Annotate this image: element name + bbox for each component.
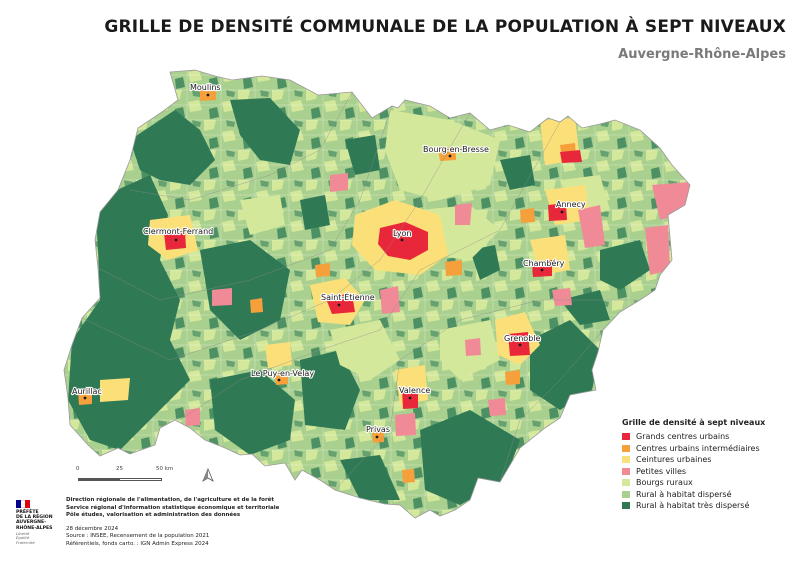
north-arrow-icon xyxy=(202,468,214,482)
legend-item: Rural à habitat très dispersé xyxy=(622,500,792,512)
logo-motto: Liberté Égalité Fraternité xyxy=(16,530,60,545)
city-label-chambery: Chambéry xyxy=(523,258,565,268)
zone-rural-tres-disperse xyxy=(68,98,650,505)
credits-date: 28 décembre 2024 xyxy=(66,525,119,532)
legend-label: Ceintures urbaines xyxy=(636,455,712,465)
legend-label: Rural à habitat dispersé xyxy=(636,489,732,499)
logo-line-4: RHÔNE-ALPES xyxy=(16,525,53,531)
french-flag-icon xyxy=(16,500,31,508)
logo-motto-2: Égalité xyxy=(16,535,30,541)
legend-swatch xyxy=(622,444,630,452)
legend-item: Grands centres urbains xyxy=(622,431,792,443)
scale-label-zero: 0 xyxy=(76,466,80,472)
legend-swatch xyxy=(622,502,630,510)
city-label-moulins: Moulins xyxy=(190,83,221,92)
city-label-lyon: Lyon xyxy=(393,229,411,238)
scale-bar: 0 25 50 km xyxy=(76,466,208,481)
legend-label: Petites villes xyxy=(636,466,687,476)
map-credits: Direction régionale de l'alimentation, d… xyxy=(66,497,279,549)
city-label-le-puy-en-velay: Le Puy-en-Velay xyxy=(251,369,314,378)
map-legend: Grille de densité à sept niveaux Grands … xyxy=(622,418,792,512)
scale-label-end: 50 km xyxy=(156,466,174,472)
credits-line-3: Pôle études, valorisation et administrat… xyxy=(66,512,241,519)
city-label-saint-etienne: Saint-Étienne xyxy=(321,291,375,302)
legend-item: Bourgs ruraux xyxy=(622,477,792,489)
city-label-privas: Privas xyxy=(366,425,390,434)
credits-line-1: Direction régionale de l'alimentation, d… xyxy=(66,497,275,503)
logo-line-3: AUVERGNE- xyxy=(16,520,47,526)
city-label-clermont-ferrand: Clermont-Ferrand xyxy=(143,227,213,236)
logo-motto-3: Fraternité xyxy=(16,539,35,545)
legend-swatch xyxy=(622,479,630,487)
credits-line-2: Service régional d'information statistiq… xyxy=(66,504,280,511)
city-label-valence: Valence xyxy=(399,386,430,395)
legend-label: Rural à habitat très dispersé xyxy=(636,501,750,511)
legend-swatch xyxy=(622,467,630,475)
logo-line-1: PRÉFÈTE xyxy=(16,510,39,515)
city-label-annecy: Annecy xyxy=(556,200,586,209)
legend-label: Centres urbains intermédiaires xyxy=(636,443,760,453)
map-title: GRILLE DE DENSITÉ COMMUNALE DE LA POPULA… xyxy=(104,17,786,37)
city-label-aurillac: Aurillac xyxy=(72,387,102,396)
density-zones xyxy=(64,70,690,518)
prefecture-logo: PRÉFÈTE DE LA RÉGION AUVERGNE- RHÔNE-ALP… xyxy=(16,500,60,545)
legend-item: Ceintures urbaines xyxy=(622,454,792,466)
city-markers xyxy=(83,93,564,439)
city-label-grenoble: Grenoble xyxy=(504,334,541,343)
legend-item: Petites villes xyxy=(622,466,792,478)
zone-centres-intermediaires xyxy=(78,86,576,483)
zone-grands-centres xyxy=(164,150,582,409)
legend-items: Grands centres urbains Centres urbains in… xyxy=(622,431,792,512)
legend-swatch xyxy=(622,456,630,464)
logo-motto-1: Liberté xyxy=(16,530,30,536)
legend-swatch xyxy=(622,433,630,441)
map-subtitle: Auvergne-Rhône-Alpes xyxy=(618,47,786,62)
department-borders xyxy=(81,91,640,491)
legend-item: Centres urbains intermédiaires xyxy=(622,443,792,455)
scale-bar-graphic xyxy=(78,478,162,481)
legend-label: Bourgs ruraux xyxy=(636,478,693,488)
legend-item: Rural à habitat dispersé xyxy=(622,489,792,501)
legend-swatch xyxy=(622,490,630,498)
legend-label: Grands centres urbains xyxy=(636,432,730,442)
legend-title: Grille de densité à sept niveaux xyxy=(622,418,766,427)
city-label-bourg-en-bresse: Bourg-en-Bresse xyxy=(423,145,489,154)
credits-source: Source : INSEE, Recensement de la popula… xyxy=(66,533,210,540)
scale-label-mid: 25 xyxy=(116,466,123,472)
logo-line-2: DE LA RÉGION xyxy=(16,515,53,521)
credits-refs: Référentiels, fonds carto. : IGN Admin E… xyxy=(66,540,209,547)
